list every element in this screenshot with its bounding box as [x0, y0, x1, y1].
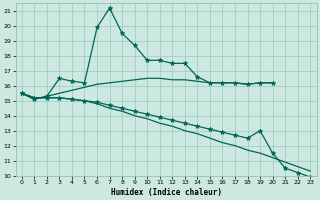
X-axis label: Humidex (Indice chaleur): Humidex (Indice chaleur): [110, 188, 221, 197]
